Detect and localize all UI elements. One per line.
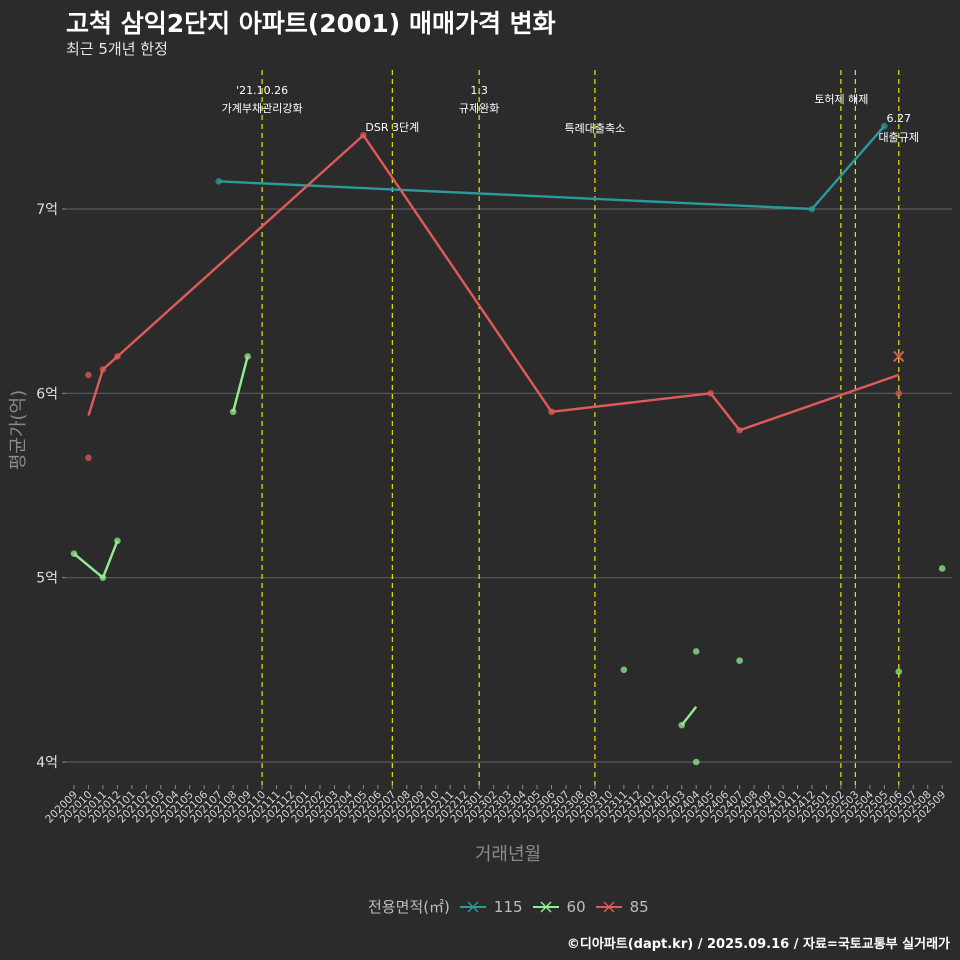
series-60-point xyxy=(114,537,121,545)
event-label: 규제완화 xyxy=(459,102,499,115)
event-label: 가계부채관리강화 xyxy=(222,102,303,115)
series-115-point xyxy=(881,122,888,130)
event-date-label: 6.27 xyxy=(887,112,912,125)
series-60-point xyxy=(678,721,686,729)
legend-key-115-icon xyxy=(459,900,486,913)
series-115-line xyxy=(218,125,886,211)
y-axis-title: 평균가(억) xyxy=(8,390,29,470)
series-85-point xyxy=(895,390,903,397)
legend-title: 전용면적(㎡) xyxy=(368,898,450,916)
series-85-point xyxy=(707,390,714,397)
legend-key-85-icon xyxy=(595,900,622,913)
series-60-point xyxy=(244,353,251,360)
series-60-point xyxy=(692,648,700,655)
series-85-point xyxy=(360,131,367,139)
event-label: 특례대출축소 xyxy=(565,122,626,135)
event-date-label: '21.10.26 xyxy=(236,84,288,97)
legend-label-115: 115 xyxy=(493,897,523,916)
series-60-point xyxy=(736,657,743,664)
series-85-point xyxy=(85,454,92,462)
legend-key-60-icon xyxy=(532,900,559,913)
series-60-point xyxy=(229,408,237,416)
series-85-point xyxy=(99,366,107,373)
event-label: DSR 3단계 xyxy=(365,121,419,134)
series-60-point xyxy=(70,550,78,558)
series-60-point xyxy=(895,668,903,675)
series-115-point xyxy=(215,178,222,185)
legend-item-85: 85 xyxy=(594,898,649,916)
series-60-line xyxy=(680,705,698,726)
legend-item-115: 115 xyxy=(458,898,523,916)
y-tick-label: 7억 xyxy=(36,202,58,218)
series-85-latest-marker xyxy=(893,350,905,363)
y-tick-label: 4억 xyxy=(36,755,58,771)
y-tick-label: 6억 xyxy=(36,386,58,402)
y-tick-label: 5억 xyxy=(36,571,58,587)
chart-subtitle: 최근 5개년 한정 xyxy=(66,40,168,58)
series-85-point xyxy=(85,371,92,379)
series-60-line xyxy=(232,356,249,413)
series-115-point xyxy=(808,205,816,213)
series-85-line xyxy=(87,134,900,432)
series-60-point xyxy=(938,565,946,572)
series-60-point xyxy=(620,666,628,674)
chart-title: 고척 삼익2단지 아파트(2001) 매매가격 변화 xyxy=(66,9,556,38)
series-60-point xyxy=(99,574,107,581)
event-label: 토허제 해제 xyxy=(814,92,868,106)
legend-label-60: 60 xyxy=(566,897,586,916)
series-60-line xyxy=(73,540,119,579)
x-axis-title: 거래년월 xyxy=(475,844,541,865)
series-85-point xyxy=(736,426,743,434)
series-60-point xyxy=(692,758,700,766)
legend: 전용면적(㎡) 115 60 85 xyxy=(368,896,649,917)
series-85-point xyxy=(114,353,121,360)
series-85-point xyxy=(548,408,555,416)
legend-label-85: 85 xyxy=(629,897,649,916)
source-caption: ©디아파트(dapt.kr) / 2025.09.16 / 자료=국토교통부 실… xyxy=(566,937,950,952)
event-label: 대출규제 xyxy=(879,131,919,144)
event-date-label: 1.3 xyxy=(470,84,488,97)
legend-item-60: 60 xyxy=(531,898,586,916)
